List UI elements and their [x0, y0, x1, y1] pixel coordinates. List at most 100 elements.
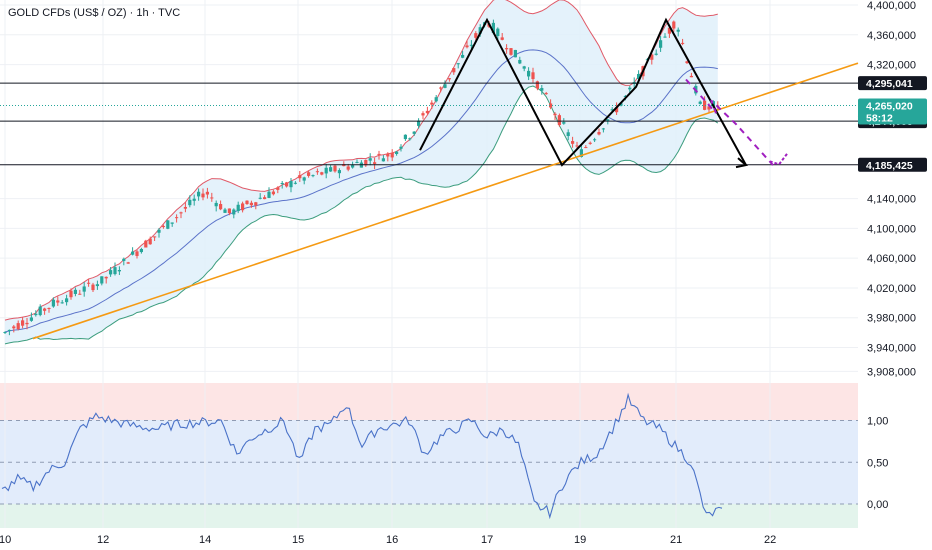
- y-tick-label: 3,908,000: [867, 366, 916, 378]
- candle-body: [307, 172, 311, 176]
- x-tick-label: 10: [0, 534, 11, 546]
- candle-body: [78, 293, 82, 295]
- candles: [3, 19, 720, 336]
- x-tick-label: 16: [386, 534, 398, 546]
- y-tick-label: 4,020,000: [867, 283, 916, 295]
- candle-body: [241, 203, 245, 211]
- x-tick-label: 19: [574, 534, 586, 546]
- candle-body: [562, 122, 566, 124]
- candle-body: [623, 95, 627, 97]
- candle-body: [179, 212, 183, 214]
- candle-body: [267, 191, 271, 198]
- osc-zone-top: [0, 383, 858, 420]
- candle-body: [373, 162, 377, 164]
- candle-body: [263, 197, 267, 200]
- candle-body: [276, 187, 280, 190]
- candle-body: [513, 49, 517, 58]
- candle-body: [289, 181, 293, 188]
- candle-body: [249, 202, 253, 206]
- y-tick-label: 4,400,000: [867, 0, 916, 12]
- candle-body: [522, 66, 526, 69]
- candle-body: [601, 128, 605, 130]
- candle-body: [131, 251, 135, 255]
- candle-body: [417, 120, 421, 126]
- candle-body: [689, 75, 693, 78]
- candle-body: [3, 331, 7, 333]
- candle-body: [496, 28, 500, 37]
- candle-body: [540, 88, 544, 91]
- candle-body: [667, 27, 671, 34]
- level-badge: [858, 76, 927, 91]
- candle-body: [452, 68, 456, 73]
- y-tick-label: 4,360,000: [867, 30, 916, 42]
- candle-body: [386, 153, 390, 157]
- candle-body: [29, 317, 33, 321]
- candle-body: [245, 200, 249, 205]
- candle-body: [478, 27, 482, 34]
- candle-body: [157, 229, 161, 233]
- candle-body: [575, 145, 579, 147]
- level-badge-label: 4,185,425: [866, 160, 913, 172]
- candle-body: [144, 240, 148, 248]
- chart-title: GOLD CFDs (US$ / OZ) · 1h · TVC: [8, 7, 180, 19]
- candle-body: [219, 204, 223, 210]
- candle-body: [663, 36, 667, 38]
- candle-body: [553, 113, 557, 116]
- candle-body: [465, 45, 469, 48]
- candle-body: [628, 87, 632, 90]
- candle-body: [597, 132, 601, 135]
- candle-body: [707, 106, 711, 110]
- candle-body: [16, 323, 20, 330]
- candle-body: [183, 206, 187, 209]
- osc-tick-label: 0,00: [867, 499, 888, 511]
- candle-body: [166, 220, 170, 229]
- candle-body: [320, 172, 324, 175]
- candle-body: [175, 217, 179, 219]
- candle-body: [456, 63, 460, 65]
- candle-body: [439, 87, 443, 89]
- pattern-overlays: [32, 17, 859, 340]
- candle-body: [192, 198, 196, 201]
- candle-body: [113, 267, 117, 275]
- candle-body: [650, 54, 654, 60]
- y-tick-label: 3,940,000: [867, 343, 916, 355]
- candle-body: [21, 320, 25, 326]
- candle-body: [571, 141, 575, 144]
- candle-body: [412, 131, 416, 134]
- candle-body: [148, 238, 152, 245]
- candle-body: [531, 72, 535, 80]
- candle-body: [170, 222, 174, 224]
- candle-body: [557, 115, 561, 126]
- candle-body: [161, 226, 165, 228]
- candle-body: [324, 167, 328, 174]
- candle-body: [685, 61, 689, 64]
- x-tick-label: 15: [292, 534, 304, 546]
- candle-body: [51, 299, 55, 307]
- candle-body: [584, 147, 588, 149]
- candle-body: [100, 276, 104, 284]
- candle-body: [201, 193, 205, 198]
- candle-body: [698, 101, 702, 104]
- candle-body: [60, 302, 64, 304]
- candle-body: [298, 175, 302, 179]
- candle-body: [381, 158, 385, 162]
- candle-body: [425, 110, 429, 114]
- candle-body: [104, 276, 108, 279]
- candle-body: [139, 249, 143, 253]
- candle-body: [395, 151, 399, 155]
- candle-body: [681, 42, 685, 44]
- x-tick-label: 14: [199, 534, 211, 546]
- candle-body: [56, 300, 60, 303]
- candle-body: [469, 44, 473, 46]
- candle-body: [7, 329, 11, 331]
- candle-body: [527, 70, 531, 77]
- candle-body: [364, 159, 368, 166]
- candle-body: [210, 197, 214, 199]
- candle-body: [73, 289, 77, 294]
- candle-body: [703, 100, 707, 110]
- candle-body: [87, 282, 91, 284]
- candle-body: [227, 208, 231, 214]
- y-tick-label: 4,060,000: [867, 253, 916, 265]
